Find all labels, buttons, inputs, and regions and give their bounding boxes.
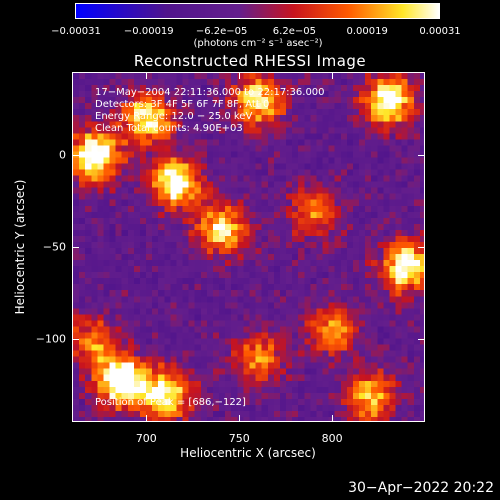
footer-date: 30−Apr−2022 20:22	[348, 480, 494, 496]
plot-area: 17−May−2004 22:11:36.000 to 22:17:36.000…	[72, 72, 425, 422]
annotation-energy-range: Energy Range: 12.0 − 25.0 keV	[95, 111, 253, 122]
colorbar-tick-label: −0.00019	[123, 26, 174, 37]
x-tick-mark	[332, 72, 334, 79]
annotation-detectors: Detectors: 3F 4F 5F 6F 7F 8F, Att 0	[95, 99, 270, 110]
y-tick-mark	[418, 339, 425, 341]
y-axis-label: Heliocentric Y (arcsec)	[13, 179, 27, 315]
y-tick-mark	[72, 154, 79, 156]
x-tick-label: 750	[228, 432, 250, 445]
colorbar-tick-label: −0.00031	[51, 26, 101, 37]
annotation-time-range: 17−May−2004 22:11:36.000 to 22:17:36.000	[95, 87, 325, 98]
annotation-peak-position: Position of Peak = [686,−122]	[95, 397, 246, 408]
y-tick-mark	[418, 154, 425, 156]
colorbar	[75, 3, 440, 19]
x-tick-mark	[239, 72, 241, 79]
y-tick-label: 0	[59, 148, 66, 162]
x-tick-mark	[146, 72, 148, 79]
y-tick-label: −50	[42, 240, 66, 254]
colorbar-tick-label: 0.00031	[419, 26, 461, 37]
colorbar-unit-label: (photons cm⁻² s⁻¹ asec⁻²)	[193, 38, 323, 49]
x-tick-mark	[239, 415, 241, 422]
y-tick-mark	[72, 339, 79, 341]
colorbar-tick-label: 0.00019	[346, 26, 388, 37]
x-tick-mark	[146, 415, 148, 422]
y-tick-label: −100	[35, 332, 66, 346]
x-tick-label: 800	[321, 432, 343, 445]
x-tick-label: 700	[135, 432, 157, 445]
y-tick-mark	[418, 247, 425, 248]
x-tick-mark	[332, 415, 334, 422]
colorbar-tick-label: 6.2e−05	[272, 26, 316, 37]
heatmap-image	[73, 73, 424, 421]
colorbar-tick-label: −6.2e−05	[195, 26, 248, 37]
annotation-clean-counts: Clean Total counts: 4.90E+03	[95, 123, 243, 134]
chart-title: Reconstructed RHESSI Image	[133, 52, 367, 70]
y-tick-mark	[72, 247, 79, 248]
x-axis-label: Heliocentric X (arcsec)	[180, 446, 316, 460]
